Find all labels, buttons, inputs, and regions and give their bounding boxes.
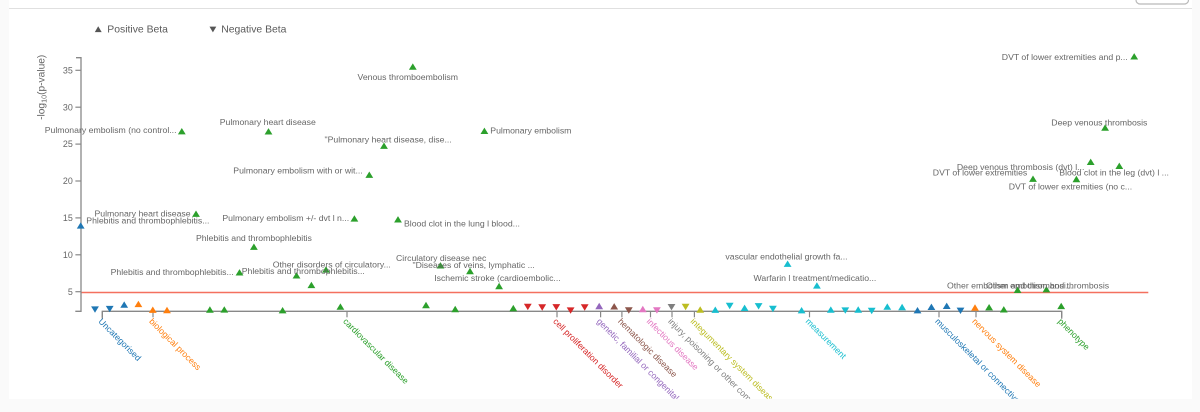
svg-text:Pulmonary embolism +/- dvt l n: Pulmonary embolism +/- dvt l n... bbox=[222, 213, 349, 223]
svg-text:Pulmonary heart disease: Pulmonary heart disease bbox=[95, 208, 191, 218]
svg-text:25: 25 bbox=[63, 139, 73, 149]
svg-text:Circulatory disease nec: Circulatory disease nec bbox=[396, 253, 487, 263]
svg-text:vascular endothelial growth fa: vascular endothelial growth fa... bbox=[725, 252, 847, 262]
svg-text:Negative Beta: Negative Beta bbox=[221, 25, 286, 36]
svg-text:Deep venous thrombosis: Deep venous thrombosis bbox=[1051, 117, 1148, 127]
svg-text:Other embolism and thrombosis: Other embolism and thrombosis bbox=[986, 281, 1110, 291]
svg-text:Pulmonary embolism: Pulmonary embolism bbox=[490, 126, 571, 136]
svg-text:DVT of lower extremities: DVT of lower extremities bbox=[933, 167, 1028, 177]
svg-text:35: 35 bbox=[63, 65, 73, 75]
svg-text:Phlebitis and thrombophlebitis: Phlebitis and thrombophlebitis bbox=[196, 233, 313, 243]
svg-text:DVT of lower extremities and p: DVT of lower extremities and p... bbox=[1002, 52, 1128, 62]
svg-text:Phlebitis and thrombophlebitis: Phlebitis and thrombophlebitis... bbox=[242, 266, 365, 276]
svg-text:-log10(p-value): -log10(p-value) bbox=[37, 55, 49, 120]
svg-text:Other disorders of circulatory: Other disorders of circulatory... bbox=[273, 260, 391, 270]
svg-text:Phlebitis and thrombophlebitis: Phlebitis and thrombophlebitis... bbox=[86, 216, 209, 226]
svg-text:Deep venous thrombosis (dvt) l: Deep venous thrombosis (dvt) l... bbox=[957, 162, 1084, 172]
svg-text:20: 20 bbox=[63, 176, 73, 186]
svg-text:Pulmonary embolism with or wit: Pulmonary embolism with or wit... bbox=[233, 166, 362, 176]
svg-text:Venous thromboembolism: Venous thromboembolism bbox=[358, 72, 458, 82]
svg-text:Blood clot in the leg (dvt) l: Blood clot in the leg (dvt) l ... bbox=[1059, 168, 1169, 178]
svg-text:5: 5 bbox=[68, 287, 73, 297]
svg-text:Positive Beta: Positive Beta bbox=[107, 25, 168, 36]
svg-text:Blood clot in the lung l blood: Blood clot in the lung l blood... bbox=[404, 218, 520, 228]
svg-text:Other embolism and thrombosi..: Other embolism and thrombosi... bbox=[947, 281, 1073, 291]
svg-text:Pulmonary embolism (no control: Pulmonary embolism (no control... bbox=[45, 125, 177, 135]
svg-text:Warfarin l treatment/medicatio: Warfarin l treatment/medicatio... bbox=[754, 273, 877, 283]
svg-text:10: 10 bbox=[63, 250, 73, 260]
svg-text:Phlebitis and thrombophlebitis: Phlebitis and thrombophlebitis... bbox=[111, 267, 234, 277]
svg-text:"Diseases of veins, lymphatic: "Diseases of veins, lymphatic ... bbox=[413, 260, 535, 270]
svg-text:Pulmonary heart disease: Pulmonary heart disease bbox=[220, 117, 316, 127]
svg-text:DVT of lower extremities (no c: DVT of lower extremities (no c... bbox=[1009, 181, 1132, 191]
svg-text:Ischemic stroke (cardioembolic: Ischemic stroke (cardioembolic... bbox=[434, 273, 561, 283]
svg-text:30: 30 bbox=[63, 102, 73, 112]
svg-text:"Pulmonary heart disease, dise: "Pulmonary heart disease, dise... bbox=[325, 135, 452, 145]
svg-text:15: 15 bbox=[63, 213, 73, 223]
